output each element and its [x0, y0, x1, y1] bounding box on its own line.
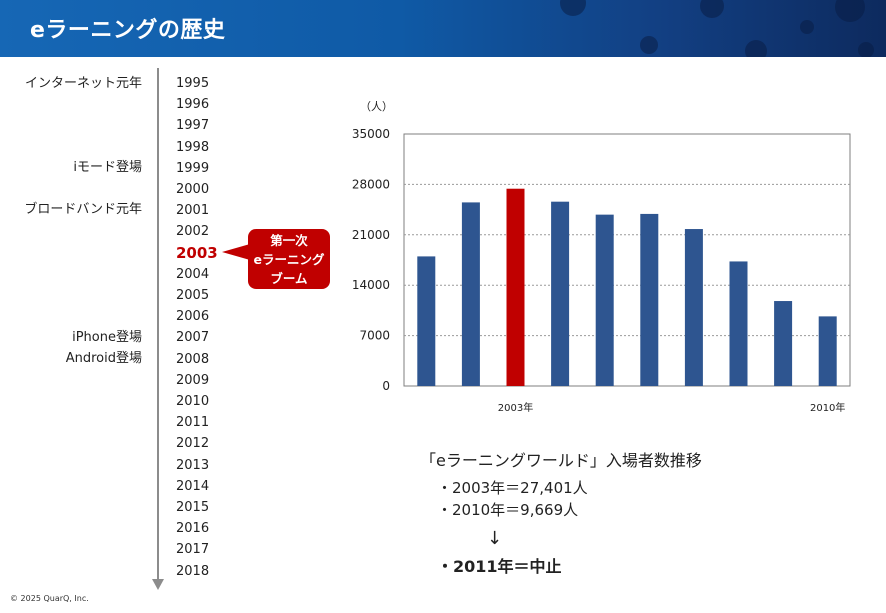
timeline-year: 2004 — [176, 266, 210, 282]
x-tick-label: 2003年 — [498, 401, 533, 414]
timeline-year: 2002 — [176, 224, 210, 240]
timeline-year: 2008 — [176, 351, 210, 367]
bar-2004 — [551, 201, 570, 386]
y-tick-label: 28000 — [352, 177, 390, 191]
timeline-year: 2005 — [176, 288, 210, 303]
event-imode: iモード登場 — [73, 160, 142, 175]
timeline-year: 1999 — [176, 160, 210, 176]
timeline-year: 2013 — [176, 457, 210, 473]
timeline-year: 2001 — [176, 203, 210, 219]
callout-line-3: ブーム — [270, 271, 308, 286]
bar-2003 — [506, 188, 525, 386]
timeline-arrow-icon — [152, 579, 164, 590]
down-arrow-icon: ↓ — [487, 528, 503, 549]
summary-line-2011: ・2011年＝中止 — [437, 557, 562, 576]
boom-callout: 第一次 eラーニング ブーム — [248, 229, 330, 289]
timeline-year: 2017 — [176, 542, 210, 558]
timeline-year: 2000 — [176, 182, 210, 197]
timeline-year: 2006 — [176, 309, 210, 325]
plot-frame — [403, 133, 851, 387]
callout-line-1: 第一次 — [270, 233, 308, 248]
timeline-year: 2015 — [176, 500, 210, 515]
decor-dot — [858, 42, 874, 57]
timeline-year: 2011 — [176, 415, 210, 431]
bar-2010 — [818, 316, 837, 386]
bar-2008 — [729, 261, 748, 386]
decor-dot — [560, 0, 586, 16]
y-tick-label: 0 — [382, 379, 390, 393]
timeline-year: 2010 — [176, 394, 210, 409]
bar-2001 — [417, 256, 436, 386]
timeline-year: 1995 — [176, 76, 210, 91]
timeline-year: 2012 — [176, 436, 210, 452]
decor-dot — [800, 20, 814, 34]
summary-line-2010: ・2010年＝9,669人 — [437, 501, 579, 519]
timeline-axis — [157, 68, 159, 583]
event-broadband: ブロードバンド元年 — [24, 202, 142, 217]
y-tick-label: 35000 — [352, 127, 390, 141]
page-title: eラーニングの歴史 — [30, 18, 226, 43]
timeline-year: 2014 — [176, 478, 210, 494]
timeline-year: 1998 — [176, 139, 210, 155]
timeline-year: 2003 — [176, 243, 218, 262]
event-android: Android登場 — [65, 351, 142, 366]
callout-line-2: eラーニング — [253, 252, 325, 267]
event-internet: インターネット元年 — [24, 76, 142, 91]
chart-svg: 0 7000 14000 21000 28000 35000 （人） 2003年 2010年 — [352, 100, 851, 414]
timeline-year: 2018 — [176, 563, 210, 579]
decor-dot — [835, 0, 865, 22]
decor-dot — [700, 0, 724, 18]
x-tick-label: 2010年 — [810, 401, 845, 414]
decor-dot — [745, 40, 767, 57]
bar-2009 — [774, 301, 793, 386]
copyright: © 2025 QuarQ, Inc. — [10, 594, 89, 603]
summary-title: 「eラーニングワールド」入場者数推移 — [420, 451, 702, 470]
bar-2006 — [640, 213, 659, 386]
timeline-year: 2009 — [176, 372, 210, 388]
bar-2005 — [595, 214, 614, 386]
bar-2002 — [461, 202, 480, 386]
y-tick-label: 14000 — [352, 278, 390, 292]
y-tick-label: 21000 — [352, 228, 390, 242]
y-tick-label: 7000 — [359, 329, 390, 343]
decor-dot — [640, 36, 658, 54]
y-unit-label: （人） — [360, 100, 393, 113]
timeline-year: 1996 — [176, 97, 210, 113]
bar-2007 — [684, 229, 703, 386]
attendance-chart: 0 7000 14000 21000 28000 35000 （人） 2003年 2010年 — [330, 90, 870, 420]
timeline-year: 2016 — [176, 521, 210, 537]
header-banner: eラーニングの歴史 — [0, 0, 886, 57]
summary-line-2003: ・2003年＝27,401人 — [437, 479, 588, 497]
event-iphone: iPhone登場 — [72, 330, 142, 345]
callout-pointer — [222, 244, 250, 260]
timeline-year: 2007 — [176, 330, 210, 346]
timeline-year: 1997 — [176, 118, 210, 134]
